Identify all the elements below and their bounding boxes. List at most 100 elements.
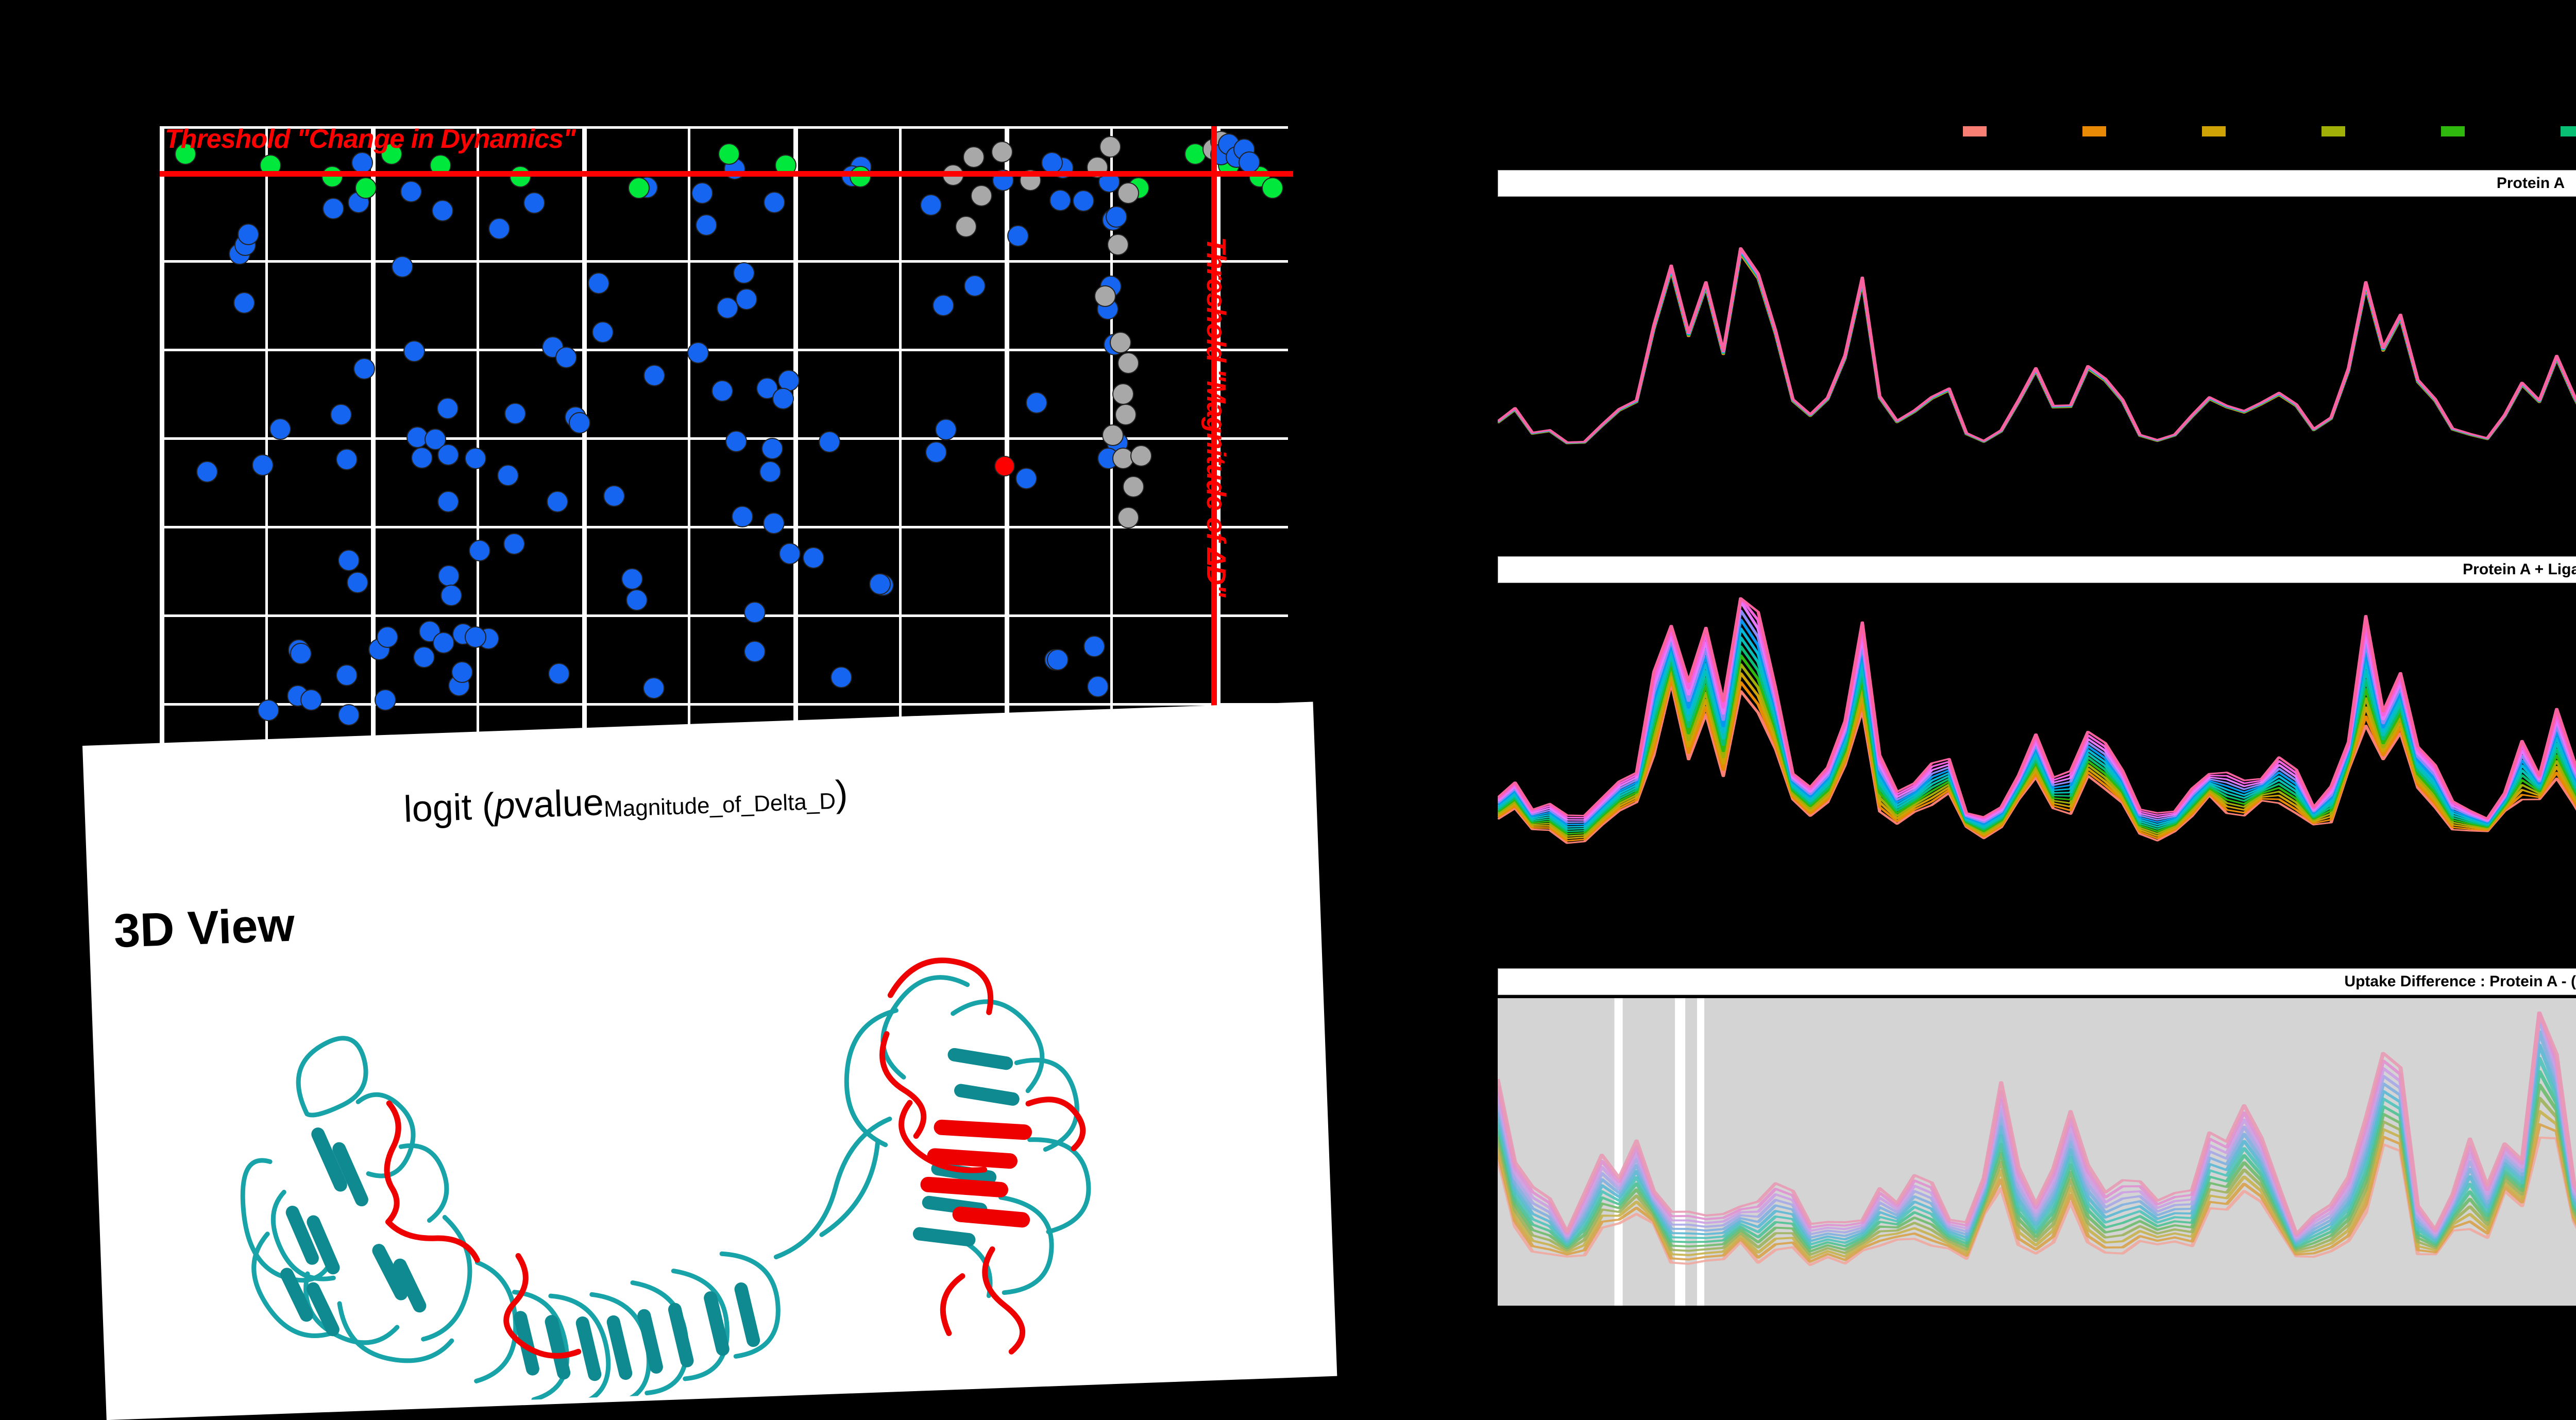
volcano-data-point[interactable] bbox=[1130, 445, 1152, 467]
volcano-data-point[interactable] bbox=[290, 642, 312, 664]
volcano-data-point[interactable] bbox=[504, 402, 526, 424]
legend-swatch-timepoint-5[interactable] bbox=[2441, 126, 2465, 136]
volcano-data-point[interactable] bbox=[323, 197, 345, 219]
volcano-data-point[interactable] bbox=[1094, 285, 1116, 307]
volcano-data-point[interactable] bbox=[1025, 391, 1047, 414]
volcano-data-point[interactable] bbox=[778, 542, 801, 564]
volcano-data-point[interactable] bbox=[437, 490, 459, 512]
volcano-data-point[interactable] bbox=[759, 460, 782, 483]
volcano-data-point[interactable] bbox=[1041, 151, 1063, 174]
volcano-data-point[interactable] bbox=[628, 177, 650, 199]
volcano-data-point[interactable] bbox=[818, 431, 840, 453]
volcano-data-point[interactable] bbox=[1123, 476, 1144, 498]
volcano-data-point[interactable] bbox=[374, 689, 396, 711]
uptake-trace[interactable] bbox=[1498, 1011, 2576, 1238]
volcano-data-point[interactable] bbox=[465, 447, 487, 469]
legend-swatch-timepoint-6[interactable] bbox=[2561, 126, 2576, 136]
volcano-data-point[interactable] bbox=[802, 547, 824, 569]
volcano-data-point[interactable] bbox=[763, 512, 785, 534]
volcano-data-point[interactable] bbox=[772, 388, 794, 410]
volcano-data-point[interactable] bbox=[403, 340, 425, 362]
volcano-data-point[interactable] bbox=[555, 346, 578, 368]
volcano-data-point[interactable] bbox=[963, 146, 985, 168]
volcano-data-point[interactable] bbox=[687, 341, 709, 364]
volcano-data-point[interactable] bbox=[321, 166, 343, 187]
volcano-data-point[interactable] bbox=[1015, 468, 1037, 490]
volcano-data-point[interactable] bbox=[736, 288, 758, 311]
volcano-data-point[interactable] bbox=[1102, 424, 1124, 446]
volcano-data-point[interactable] bbox=[1007, 225, 1029, 247]
uptake-trace[interactable] bbox=[1498, 252, 2576, 453]
volcano-data-point[interactable] bbox=[925, 441, 947, 464]
volcano-data-point[interactable] bbox=[438, 564, 460, 587]
volcano-data-point[interactable] bbox=[1105, 206, 1127, 228]
volcano-data-point[interactable] bbox=[588, 272, 610, 295]
volcano-data-point[interactable] bbox=[440, 585, 463, 607]
protein-ribbon-svg[interactable] bbox=[146, 911, 1244, 1413]
volcano-data-point[interactable] bbox=[400, 180, 422, 202]
uptake-trace[interactable] bbox=[1498, 212, 2576, 444]
volcano-data-point[interactable] bbox=[353, 358, 376, 380]
volcano-data-point[interactable] bbox=[196, 461, 218, 483]
plot-canvas-protein-a-ligand[interactable] bbox=[1498, 585, 2576, 873]
volcano-data-point[interactable] bbox=[935, 418, 957, 440]
uptake-trace[interactable] bbox=[1498, 238, 2576, 444]
volcano-data-point[interactable] bbox=[603, 485, 625, 507]
volcano-data-point[interactable] bbox=[725, 430, 748, 452]
plot-canvas-uptake-difference[interactable] bbox=[1498, 997, 2576, 1306]
volcano-data-point[interactable] bbox=[330, 404, 352, 426]
volcano-data-point[interactable] bbox=[1262, 177, 1283, 199]
protein-ribbon-diagram[interactable] bbox=[146, 911, 1244, 1413]
volcano-data-point[interactable] bbox=[744, 641, 766, 663]
volcano-data-point[interactable] bbox=[731, 505, 753, 527]
uptake-trace[interactable] bbox=[1498, 253, 2576, 464]
volcano-data-point[interactable] bbox=[933, 294, 955, 316]
volcano-data-point[interactable] bbox=[1087, 676, 1109, 698]
volcano-data-point[interactable] bbox=[1117, 182, 1139, 204]
volcano-data-point[interactable] bbox=[1099, 136, 1121, 158]
volcano-data-point[interactable] bbox=[503, 533, 525, 555]
volcano-data-point[interactable] bbox=[233, 292, 256, 314]
volcano-data-point[interactable] bbox=[336, 664, 358, 686]
volcano-data-point[interactable] bbox=[346, 572, 368, 594]
volcano-data-point[interactable] bbox=[696, 214, 718, 236]
volcano-data-point[interactable] bbox=[411, 447, 433, 469]
volcano-data-point[interactable] bbox=[763, 191, 785, 213]
volcano-data-point[interactable] bbox=[1115, 404, 1137, 425]
volcano-data-point[interactable] bbox=[743, 602, 766, 624]
plot-canvas-protein-a[interactable] bbox=[1498, 198, 2576, 487]
uptake-trace[interactable] bbox=[1498, 212, 2576, 444]
volcano-data-point[interactable] bbox=[258, 699, 280, 721]
volcano-data-point[interactable] bbox=[510, 166, 531, 187]
volcano-data-point[interactable] bbox=[465, 626, 487, 648]
uptake-trace[interactable] bbox=[1498, 212, 2576, 444]
volcano-data-point[interactable] bbox=[1110, 332, 1131, 353]
volcano-data-point[interactable] bbox=[381, 143, 402, 165]
volcano-data-point[interactable] bbox=[711, 380, 734, 402]
legend-swatch-timepoint-3[interactable] bbox=[2202, 126, 2226, 136]
volcano-data-point[interactable] bbox=[971, 185, 992, 207]
volcano-data-point[interactable] bbox=[355, 177, 377, 199]
volcano-data-point[interactable] bbox=[1239, 151, 1260, 173]
volcano-data-point[interactable] bbox=[591, 321, 614, 344]
volcano-data-point[interactable] bbox=[437, 443, 459, 466]
volcano-data-point[interactable] bbox=[964, 275, 986, 297]
volcano-data-point[interactable] bbox=[413, 646, 435, 668]
volcano-data-point[interactable] bbox=[497, 465, 519, 487]
volcano-data-point[interactable] bbox=[1083, 636, 1106, 658]
volcano-data-point[interactable] bbox=[955, 216, 977, 237]
volcano-data-point[interactable] bbox=[269, 418, 292, 440]
volcano-data-point[interactable] bbox=[338, 550, 360, 572]
volcano-data-point[interactable] bbox=[621, 568, 643, 590]
volcano-data-point[interactable] bbox=[391, 256, 413, 278]
legend-swatch-timepoint-1[interactable] bbox=[1963, 126, 1987, 136]
volcano-data-point[interactable] bbox=[377, 626, 399, 648]
volcano-data-point[interactable] bbox=[437, 397, 459, 419]
volcano-data-point[interactable] bbox=[626, 589, 648, 611]
volcano-data-point[interactable] bbox=[691, 182, 714, 204]
volcano-data-point[interactable] bbox=[433, 631, 455, 654]
volcano-data-point[interactable] bbox=[643, 677, 665, 699]
volcano-data-point[interactable] bbox=[546, 491, 568, 513]
volcano-data-point[interactable] bbox=[1107, 234, 1129, 255]
volcano-data-point[interactable] bbox=[717, 297, 739, 319]
